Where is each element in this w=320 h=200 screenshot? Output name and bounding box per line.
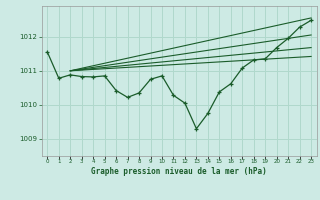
X-axis label: Graphe pression niveau de la mer (hPa): Graphe pression niveau de la mer (hPa) xyxy=(91,167,267,176)
